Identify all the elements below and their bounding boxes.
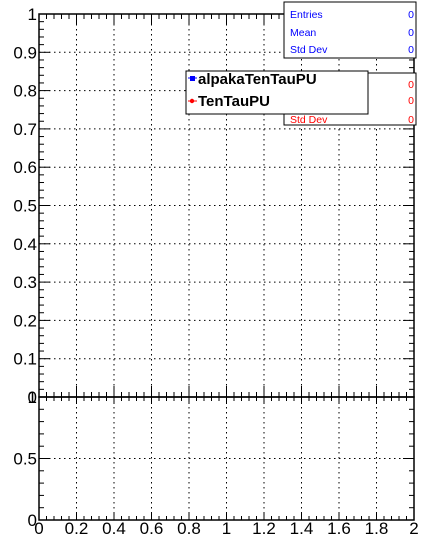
axis-ticks [38, 13, 415, 521]
upper-y-tick-label: 0.9 [13, 43, 37, 62]
stat-red-label-3: Std Dev [290, 114, 328, 126]
x-tick-label: 1.6 [327, 519, 351, 538]
stat-blue-value-2: 0 [408, 27, 414, 39]
upper-y-tick-label: 0.3 [13, 273, 37, 292]
stat-blue-label-1: Entries [290, 9, 323, 21]
x-tick-label: 1.4 [290, 519, 314, 538]
lower-y-tick-label: 0 [28, 511, 37, 530]
stat-red-value-2: 0 [408, 95, 414, 107]
stat-blue-label-3: Std Dev [290, 44, 328, 56]
legend-label-1: alpakaTenTauPU [198, 71, 317, 88]
stat-blue-label-2: Mean [290, 27, 316, 39]
x-tick-label: 0.8 [177, 519, 201, 538]
stat-blue-value-3: 0 [408, 44, 414, 56]
x-tick-label: 0.2 [65, 519, 89, 538]
upper-y-tick-label: 0.1 [13, 350, 37, 369]
x-tick-label: 0 [34, 519, 43, 538]
upper-y-tick-label: 0.8 [13, 82, 37, 101]
upper-y-tick-label: 0 [28, 388, 37, 407]
x-tick-label: 0.6 [140, 519, 164, 538]
upper-y-tick-label: 0.4 [13, 235, 37, 254]
stat-red-value-3: 0 [408, 114, 414, 126]
lower-y-tick-label: 0.5 [13, 450, 37, 469]
x-tick-label: 1.2 [252, 519, 276, 538]
legend: alpakaTenTauPU TenTauPU [185, 70, 369, 115]
x-tick-label: 0.4 [102, 519, 126, 538]
stat-blue-value-1: 0 [408, 9, 414, 21]
stats-box-blue: Entries 0 Mean 0 Std Dev 0 [283, 1, 417, 59]
lower-y-tick-label: 1 [28, 388, 37, 407]
lower-frame [38, 396, 415, 521]
upper-y-tick-label: 0.7 [13, 120, 37, 139]
lower-grid [39, 397, 414, 520]
legend-label-2: TenTauPU [198, 93, 270, 110]
upper-y-tick-label: 0.5 [13, 197, 37, 216]
upper-y-tick-label: 0.6 [13, 158, 37, 177]
x-tick-label: 1.8 [365, 519, 389, 538]
x-tick-label: 2 [409, 519, 418, 538]
x-tick-label: 1 [222, 519, 231, 538]
stat-red-value-1: 0 [408, 79, 414, 91]
legend-marker-red [189, 98, 195, 104]
upper-grid [39, 14, 414, 397]
upper-y-tick-label: 1 [28, 5, 37, 24]
upper-y-tick-label: 0.2 [13, 311, 37, 330]
